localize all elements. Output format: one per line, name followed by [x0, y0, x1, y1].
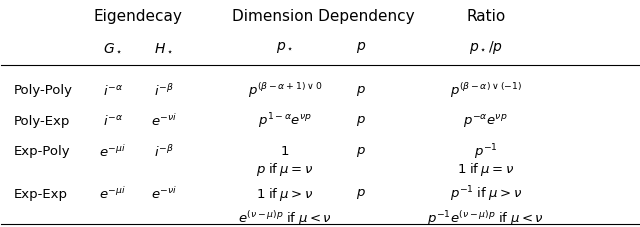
Text: Ratio: Ratio [466, 9, 506, 24]
Text: $p^{1-\alpha}e^{\nu p}$: $p^{1-\alpha}e^{\nu p}$ [258, 111, 312, 131]
Text: $p$: $p$ [356, 40, 367, 55]
Text: Exp-Poly: Exp-Poly [14, 145, 71, 158]
Text: $e^{-\mu i}$: $e^{-\mu i}$ [99, 143, 126, 159]
Text: $1$: $1$ [280, 145, 289, 158]
Text: Exp-Exp: Exp-Exp [14, 187, 68, 200]
Text: Dimension Dependency: Dimension Dependency [232, 9, 415, 24]
Text: $p$: $p$ [356, 144, 366, 158]
Text: $p$: $p$ [356, 114, 366, 128]
Text: $e^{-\nu i}$: $e^{-\nu i}$ [151, 185, 177, 201]
Text: $e^{-\nu i}$: $e^{-\nu i}$ [151, 113, 177, 129]
Text: $p_\star$: $p_\star$ [276, 40, 294, 55]
Text: Poly-Exp: Poly-Exp [14, 114, 70, 127]
Text: $e^{-\mu i}$: $e^{-\mu i}$ [99, 185, 126, 201]
Text: $G_\star$: $G_\star$ [103, 41, 123, 54]
Text: $i^{-\beta}$: $i^{-\beta}$ [154, 143, 174, 159]
Text: $p^{(\beta-\alpha)\vee(-1)}$: $p^{(\beta-\alpha)\vee(-1)}$ [450, 81, 522, 100]
Text: Eigendecay: Eigendecay [94, 9, 183, 24]
Text: $p^{-1}$: $p^{-1}$ [474, 141, 497, 161]
Text: $p^{(\beta-\alpha+1)\vee 0}$: $p^{(\beta-\alpha+1)\vee 0}$ [248, 81, 323, 100]
Text: $i^{-\alpha}$: $i^{-\alpha}$ [102, 114, 123, 128]
Text: $1\;\mathrm{if}\;\mu>\nu$: $1\;\mathrm{if}\;\mu>\nu$ [256, 185, 314, 202]
Text: $H_\star$: $H_\star$ [154, 41, 173, 54]
Text: $p$: $p$ [356, 84, 366, 97]
Text: $i^{-\alpha}$: $i^{-\alpha}$ [102, 84, 123, 97]
Text: Poly-Poly: Poly-Poly [14, 84, 73, 97]
Text: $p\;\mathrm{if}\;\mu=\nu$: $p\;\mathrm{if}\;\mu=\nu$ [256, 160, 314, 178]
Text: $p^{-\alpha}e^{\nu p}$: $p^{-\alpha}e^{\nu p}$ [463, 112, 508, 129]
Text: $i^{-\beta}$: $i^{-\beta}$ [154, 83, 174, 98]
Text: $p_\star/p$: $p_\star/p$ [468, 39, 502, 56]
Text: $e^{(\nu-\mu)p}\;\mathrm{if}\;\mu<\nu$: $e^{(\nu-\mu)p}\;\mathrm{if}\;\mu<\nu$ [238, 208, 332, 227]
Text: $p^{-1}e^{(\nu-\mu)p}\;\mathrm{if}\;\mu<\nu$: $p^{-1}e^{(\nu-\mu)p}\;\mathrm{if}\;\mu<… [427, 208, 544, 227]
Text: $p$: $p$ [356, 186, 366, 200]
Text: $p^{-1}\;\mathrm{if}\;\mu>\nu$: $p^{-1}\;\mathrm{if}\;\mu>\nu$ [449, 183, 522, 203]
Text: $1\;\mathrm{if}\;\mu=\nu$: $1\;\mathrm{if}\;\mu=\nu$ [457, 160, 515, 178]
